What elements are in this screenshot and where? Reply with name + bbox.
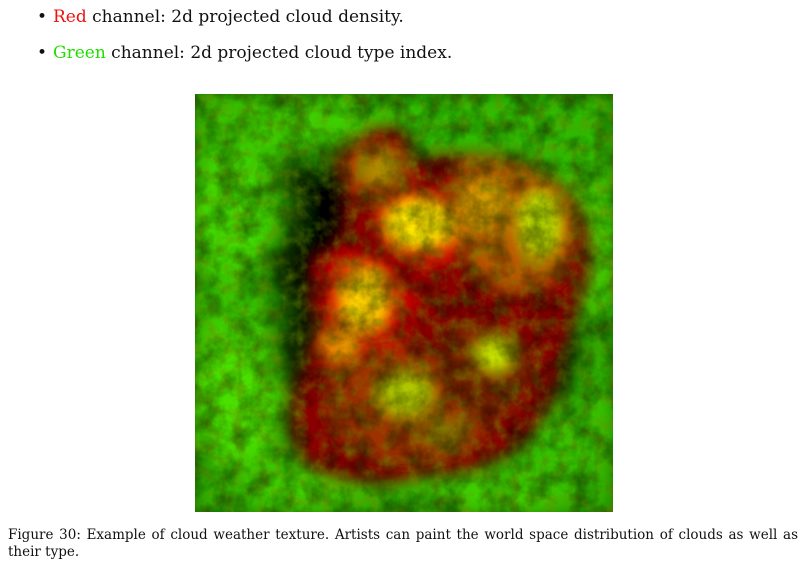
texture-noise-shade: [195, 94, 613, 512]
green-channel-label: Green: [53, 43, 106, 63]
red-channel-label: Red: [53, 7, 87, 27]
cloud-weather-texture-image: [195, 94, 613, 512]
bullet-dot: •: [36, 43, 48, 63]
bullet-dot: •: [36, 7, 48, 27]
cloud-weather-texture-graphic: [195, 94, 613, 512]
green-channel-description: channel: 2d projected cloud type index.: [105, 43, 453, 63]
figure-caption: Figure 30: Example of cloud weather text…: [8, 527, 798, 560]
red-channel-description: channel: 2d projected cloud density.: [86, 7, 404, 27]
